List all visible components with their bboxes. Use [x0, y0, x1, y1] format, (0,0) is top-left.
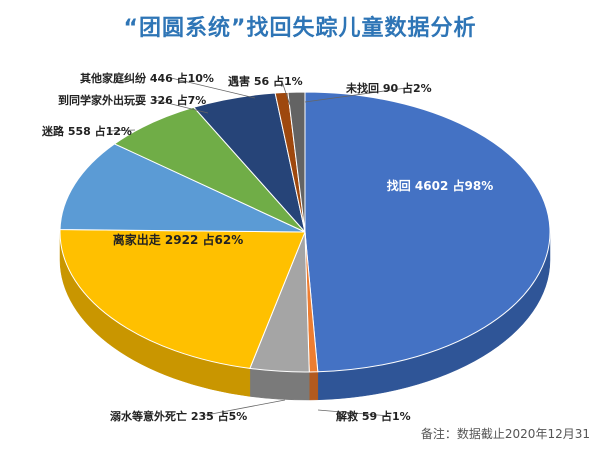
pie-slice-3	[59, 229, 306, 369]
leader-line-1	[317, 409, 390, 417]
pie-slice-0	[304, 91, 551, 373]
slice-label-5: 到同学家外出玩耍 326 占7%	[58, 93, 206, 107]
pie-side-2	[249, 368, 310, 401]
slice-label-0: 找回 4602 占98%	[387, 178, 493, 193]
slice-label-4: 迷路 558 占12%	[41, 124, 132, 138]
slice-label-7: 遇害 56 占1%	[228, 74, 303, 88]
slice-label-3: 离家出走 2922 占62%	[113, 232, 243, 247]
slice-label-2: 溺水等意外死亡 235 占5%	[110, 409, 247, 423]
slice-label-8: 未找回 90 占2%	[345, 81, 432, 95]
pie-labels: 找回 4602 占98% 解救 59 占1% 溺水等意外死亡 235 占5% 离家出走…	[41, 71, 493, 423]
leader-line-5	[155, 99, 209, 114]
pie-sides	[59, 231, 551, 401]
chart-title: “团圆系统”找回失踪儿童数据分析	[123, 16, 477, 41]
leader-line-8	[304, 87, 407, 103]
slice-label-6: 其他家庭纠纷 446 占10%	[80, 71, 214, 85]
pie-slice-8	[287, 91, 306, 233]
pie-side-1	[309, 371, 319, 401]
leader-line-7	[281, 80, 291, 106]
leader-line-6	[170, 77, 256, 99]
slice-label-1: 解救 59 占1%	[336, 409, 411, 423]
leader-line-2	[200, 399, 286, 417]
pie-slice-4	[59, 143, 306, 233]
chart-note: 备注：数据截止2020年12月31	[420, 427, 590, 441]
leader-line-4	[108, 129, 136, 132]
pie-slices	[59, 91, 551, 373]
